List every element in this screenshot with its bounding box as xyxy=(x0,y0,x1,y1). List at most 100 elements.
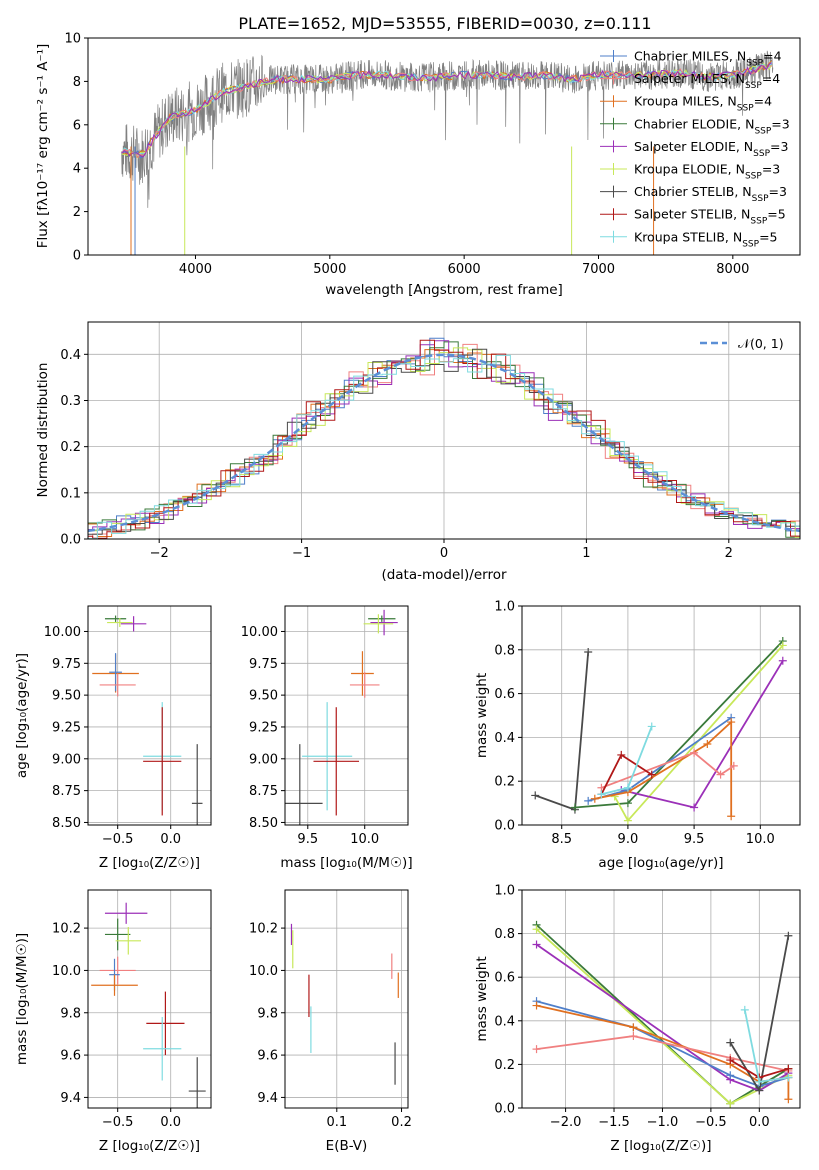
y-tick-label: 8 xyxy=(73,75,81,90)
x-tick-label: 1 xyxy=(582,546,590,561)
weight-point xyxy=(726,1099,735,1108)
histogram-3 xyxy=(88,341,800,538)
histogram-8 xyxy=(88,354,800,539)
y-tick-label: 0.2 xyxy=(494,1058,515,1073)
spectrum-axes xyxy=(84,37,734,259)
weight-point xyxy=(778,641,787,650)
y-tick-label: 9.4 xyxy=(257,1091,278,1106)
y-tick-label: 10.0 xyxy=(249,964,278,979)
x-axis-label: Z [log₁₀(Z/Z☉)] xyxy=(610,1138,711,1154)
weight-line-1 xyxy=(536,1035,789,1072)
y-axis-label: Normed distribution xyxy=(35,363,51,498)
y-tick-label: 10.00 xyxy=(44,625,81,640)
legend-label: Chabrier ELODIE, NSSP=3 xyxy=(634,116,790,136)
model-spectrum-8 xyxy=(121,61,773,155)
x-tick-label: 0.1 xyxy=(326,1115,347,1130)
weight-point xyxy=(629,1023,638,1032)
y-tick-label: 10.0 xyxy=(52,964,81,979)
x-tick-label: −1 xyxy=(292,546,311,561)
legend-label: Chabrier STELIB, NSSP=3 xyxy=(634,184,787,204)
weight-point xyxy=(629,1032,638,1041)
legend-label: 𝒩(0, 1) xyxy=(738,336,784,351)
weight-point xyxy=(755,1077,764,1086)
p8-axes xyxy=(518,889,800,1112)
weight-point xyxy=(726,1038,735,1047)
axes-frame xyxy=(521,605,801,826)
x-tick-label: 6000 xyxy=(448,262,481,277)
weight-point xyxy=(740,1005,749,1014)
x-tick-label: −0.5 xyxy=(102,832,134,847)
y-tick-label: 10.00 xyxy=(241,625,278,640)
weight-point xyxy=(727,812,736,821)
weight-point xyxy=(532,1045,541,1054)
weight-point xyxy=(532,925,541,934)
legend-label: Kroupa STELIB, NSSP=5 xyxy=(634,229,778,249)
weight-point xyxy=(729,761,738,770)
y-tick-label: 9.75 xyxy=(249,657,278,672)
y-axis-label: Flux [fλ10⁻¹⁷ erg cm⁻² s⁻¹ A⁻¹] xyxy=(35,44,51,249)
weight-point xyxy=(690,748,699,757)
x-tick-label: 2 xyxy=(725,546,733,561)
chart-title: PLATE=1652, MJD=53555, FIBERID=0030, z=0… xyxy=(238,14,651,33)
x-tick-label: −2.0 xyxy=(550,1115,582,1130)
weight-point xyxy=(690,803,699,812)
weight-point xyxy=(716,770,725,779)
weight-point xyxy=(726,1056,735,1065)
legend-label: Chabrier MILES, NSSP=4 xyxy=(634,49,782,69)
y-tick-label: 9.25 xyxy=(52,720,81,735)
y-tick-label: 0.0 xyxy=(494,819,515,834)
y-tick-label: 0.4 xyxy=(494,1014,515,1029)
y-tick-label: 0.8 xyxy=(494,643,515,658)
p6-axes xyxy=(84,890,211,1112)
weight-point xyxy=(570,803,579,812)
weight-point xyxy=(784,1064,793,1073)
y-tick-label: 0.6 xyxy=(494,971,515,986)
weight-point xyxy=(532,940,541,949)
x-tick-label: −0.5 xyxy=(102,1115,134,1130)
histogram-1 xyxy=(88,343,800,539)
x-axis-label: (data-model)/error xyxy=(381,567,507,583)
y-axis-label: mass weight xyxy=(474,956,490,1041)
y-tick-label: 9.4 xyxy=(60,1091,81,1106)
y-tick-label: 8.75 xyxy=(52,784,81,799)
x-tick-label: 0.0 xyxy=(160,1115,181,1130)
x-axis-label: Z [log₁₀(Z/Z☉)] xyxy=(99,1138,200,1154)
y-axis-label: mass weight xyxy=(474,673,490,758)
x-tick-label: −0.5 xyxy=(695,1115,727,1130)
x-tick-label: 10.0 xyxy=(350,832,379,847)
y-tick-label: 0.2 xyxy=(494,775,515,790)
axes-frame xyxy=(87,605,212,826)
x-tick-label: 0.0 xyxy=(749,1115,770,1130)
y-tick-label: 1.0 xyxy=(494,884,515,899)
weight-point xyxy=(784,931,793,940)
y-tick-label: 0 xyxy=(73,249,81,264)
weight-point xyxy=(755,1086,764,1095)
weight-line-0 xyxy=(587,716,732,802)
weight-point xyxy=(531,791,540,800)
weight-line-2 xyxy=(594,720,733,817)
axes-frame xyxy=(284,605,409,826)
weight-point xyxy=(703,739,712,748)
x-axis-label: E(B-V) xyxy=(326,1138,368,1154)
axes-frame xyxy=(87,37,801,256)
weight-point xyxy=(647,722,656,731)
y-tick-label: 10.2 xyxy=(249,922,278,937)
weight-point xyxy=(590,794,599,803)
weight-point xyxy=(623,799,632,808)
x-tick-label: 0.0 xyxy=(160,832,181,847)
x-tick-label: 7000 xyxy=(582,262,615,277)
histogram-6 xyxy=(88,348,800,536)
x-axis-label: wavelength [Angstrom, rest frame] xyxy=(325,282,563,298)
weight-point xyxy=(784,1095,793,1104)
legend-label: Salpeter STELIB, NSSP=5 xyxy=(634,207,786,227)
y-tick-label: 2 xyxy=(73,205,81,220)
weight-point xyxy=(647,770,656,779)
weight-point xyxy=(584,796,593,805)
y-tick-label: 9.00 xyxy=(249,752,278,767)
y-axis-label: age [log₁₀(age/yr)] xyxy=(14,653,30,778)
y-tick-label: 0.1 xyxy=(60,486,81,501)
y-axis-label: mass [log₁₀(M/M☉)] xyxy=(14,933,30,1065)
y-tick-label: 9.6 xyxy=(257,1049,278,1064)
histogram-7 xyxy=(88,339,800,539)
